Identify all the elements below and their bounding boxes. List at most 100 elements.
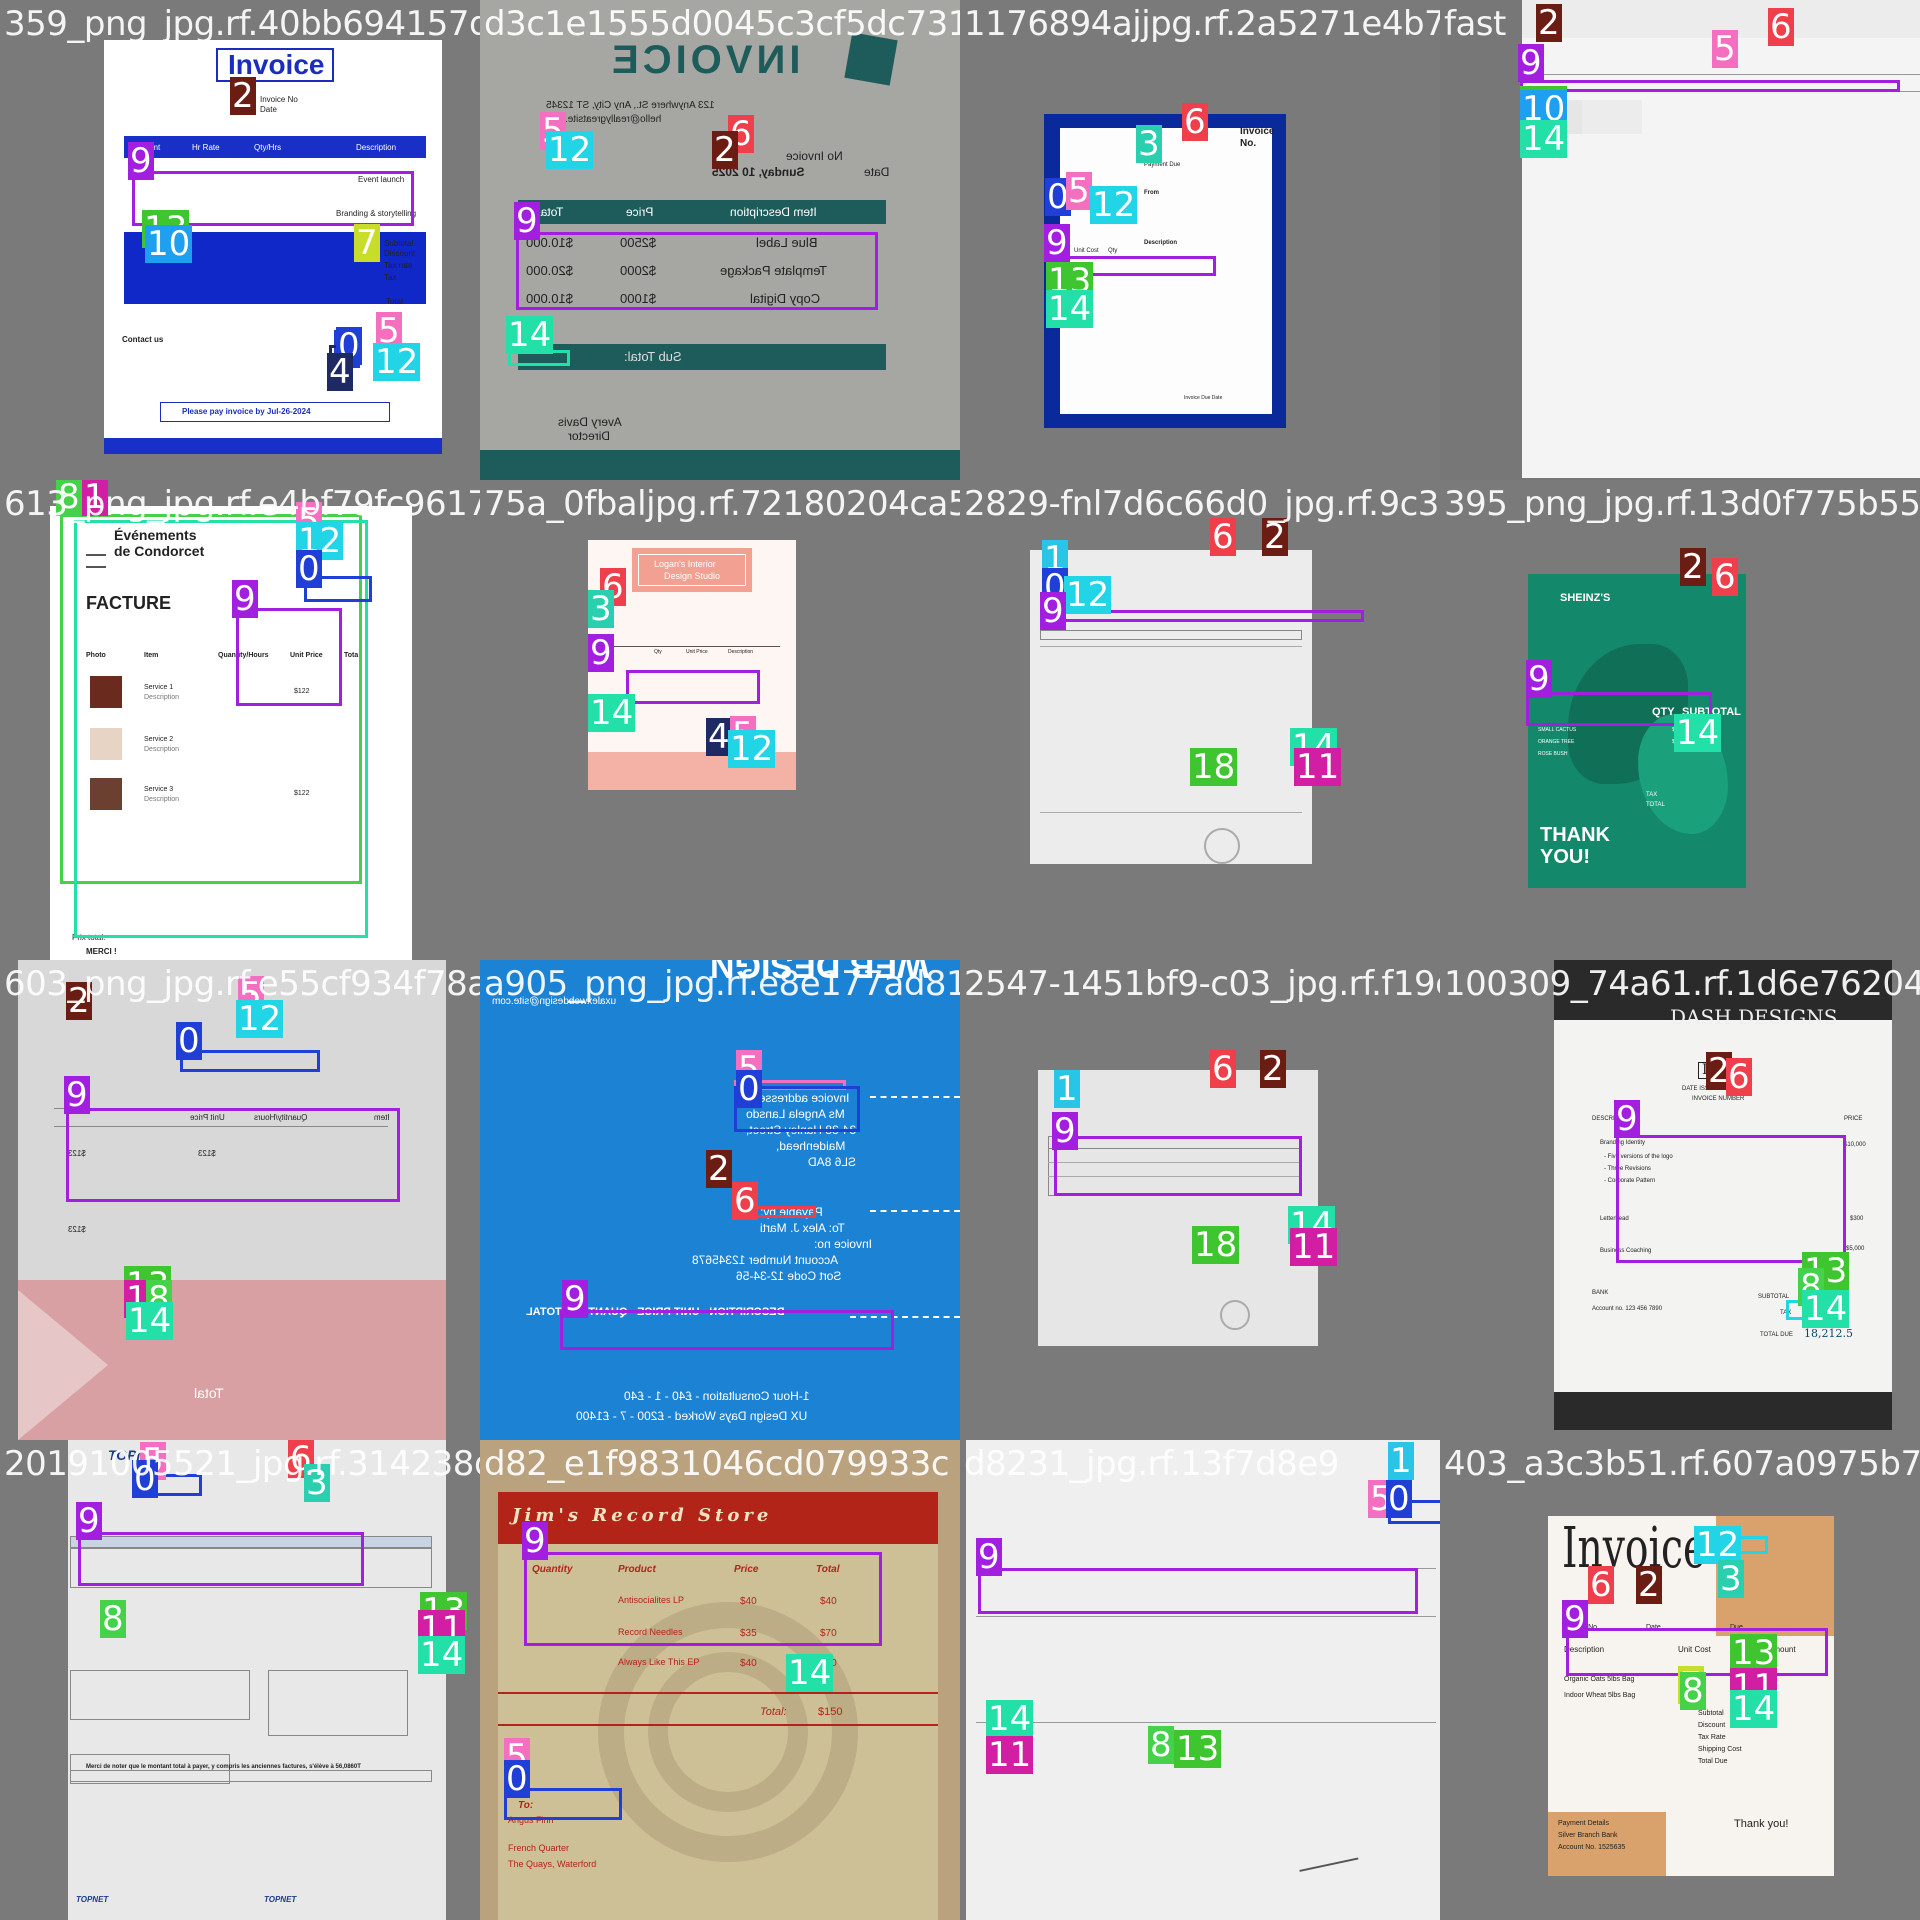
- thank-you: Thank you!: [1734, 1818, 1789, 1830]
- row-1-detail-a: - Five versions of the logo: [1604, 1154, 1673, 1160]
- bounding-box-class-9: [626, 670, 760, 704]
- bounding-box-class-9: [516, 232, 878, 310]
- bounding-box-class-0: [504, 1788, 622, 1820]
- row-2-product: Record Needles: [618, 1627, 683, 1637]
- class-label-12: 12: [1090, 185, 1138, 225]
- col-description: Description: [728, 649, 754, 655]
- tax-label: TAX: [1646, 792, 1658, 798]
- class-label-14: 14: [1046, 289, 1094, 329]
- service-1-price: $122: [294, 688, 310, 695]
- row-3-price: $123: [68, 1225, 86, 1234]
- total-due-label: Total Due: [1698, 1758, 1728, 1765]
- class-label-0: 0: [296, 549, 322, 589]
- class-label-5: 5: [1712, 29, 1738, 69]
- invoice-number: Invoice no:: [814, 1237, 873, 1251]
- class-label-9: 9: [64, 1075, 90, 1115]
- invoice-title: INVOICE: [608, 38, 801, 82]
- class-label-11: 1: [82, 480, 108, 517]
- subtotal-label: Subtotal: [384, 239, 414, 248]
- account-number: Account Number 12345678: [692, 1253, 839, 1267]
- class-label-13: 18: [1192, 1225, 1240, 1265]
- col-qty: Qty/Hrs: [254, 143, 282, 152]
- bounding-box-class-9: [78, 1532, 364, 1586]
- tile-filename: 100309_74a61.rf.1d6e762041: [1444, 964, 1920, 1004]
- class-label-2: 2: [1636, 1565, 1662, 1605]
- class-label-8: 8: [100, 1599, 126, 1639]
- addressee-postcode: SL6 8AD: [808, 1155, 857, 1169]
- shipping-cost-label: Shipping Cost: [1698, 1746, 1742, 1753]
- invoice-title: Invoice: [228, 49, 325, 80]
- class-label-12: 12: [373, 342, 421, 382]
- menu-icon: [86, 554, 106, 568]
- class-label-2: 2: [1680, 547, 1706, 587]
- org-name: Événements: [114, 527, 197, 543]
- col-unit-price: Unit Price: [290, 652, 323, 659]
- class-label-3: 3: [1136, 124, 1162, 164]
- class-label-6: 6: [1210, 1049, 1236, 1089]
- row-2-price: $300: [1850, 1216, 1864, 1222]
- store-name: Jim's Record Store: [512, 1505, 773, 1526]
- class-label-14: 14: [986, 1699, 1034, 1739]
- row-2-total: $70: [820, 1628, 837, 1639]
- address: 123 Anywhere St., Any City, ST 12345: [546, 100, 715, 111]
- service-2-desc: Description: [144, 746, 180, 753]
- class-label-0: 0: [132, 1459, 158, 1499]
- payable-to: To: Alex J. Marti: [760, 1221, 845, 1235]
- bounding-box-class-9: [524, 1552, 882, 1646]
- row-1-price: $10,000: [1844, 1142, 1866, 1148]
- class-label-7: 7: [354, 223, 380, 263]
- row-2: Branding & storytelling: [336, 209, 417, 218]
- row-3-price: $5,000: [1846, 1246, 1865, 1252]
- class-label-2: 2: [706, 1149, 732, 1189]
- class-label-4: 4: [327, 352, 353, 392]
- class-label-9: 9: [1562, 1599, 1588, 1639]
- receipt-document: Jim's Record Store Quantity Product Pric…: [498, 1492, 938, 1920]
- bounding-box-class-9: [66, 1108, 400, 1202]
- customer-name: Angus Finn: [508, 1815, 554, 1825]
- class-label-2: 2: [712, 130, 738, 170]
- class-label-14: 14: [1802, 1289, 1850, 1329]
- row-2: ORANGE TREE: [1538, 739, 1575, 745]
- customer-address-2: The Quays, Waterford: [508, 1859, 597, 1869]
- invoice-document: WEB DESIGN uxalexwebdesign@site.com Invo…: [480, 960, 960, 1440]
- bounding-box-class-9: [1526, 692, 1712, 726]
- class-label-9: 9: [976, 1537, 1002, 1577]
- col-rate: Hr Rate: [192, 143, 220, 152]
- subtotal-label: SUBTOTAL: [1758, 1294, 1790, 1300]
- row-3: Indoor Wheat 5lbs Bag: [1564, 1692, 1636, 1699]
- bounding-box-class-14: [74, 520, 368, 938]
- class-label-8: 8: [1680, 1671, 1706, 1711]
- invoice-number-label: Invoice No: [260, 95, 298, 104]
- tile-6: 2829-fnl7d6c66d0_jpg.rf.9c3c395a960bcf62…: [960, 480, 1440, 960]
- bounding-box-class-9: [978, 1568, 1418, 1614]
- to-label: To:: [518, 1800, 534, 1811]
- pay-by-note: Please pay invoice by Jul-26-2024: [182, 407, 311, 416]
- tile-5: Logan's Interior Design Studio Descripti…: [480, 480, 960, 960]
- class-label-9: 9: [76, 1501, 102, 1541]
- class-label-9: 9: [588, 633, 614, 673]
- row-3: Business Coaching: [1600, 1248, 1652, 1254]
- invoice-number-label: No Invoice: [786, 149, 843, 163]
- class-label-0: 0: [176, 1021, 202, 1061]
- tile-9: WEB DESIGN uxalexwebdesign@site.com Invo…: [480, 960, 960, 1440]
- invoice-number-label: No.: [1240, 138, 1257, 149]
- class-label-11: 11: [1294, 747, 1342, 787]
- total-label: Total: [194, 1385, 224, 1401]
- addressee-city: Maidenhead,: [776, 1139, 846, 1153]
- tax-rate-label: Tax rate: [384, 261, 413, 270]
- row-1: Event launch: [358, 175, 405, 184]
- class-label-2: 2: [230, 76, 256, 116]
- closing-note: Merci de noter que le montant total à pa…: [86, 1764, 361, 1770]
- col-total: Total: [816, 1564, 840, 1575]
- class-label-14: 14: [588, 693, 636, 733]
- class-label-0: 0: [1386, 1479, 1412, 1519]
- col-price: Price: [734, 1564, 759, 1575]
- tile-filename: fast: [1444, 4, 1506, 44]
- invoice-document: Événements de Condorcet FACTURE Photo It…: [50, 506, 412, 960]
- col-total: Total: [538, 205, 564, 219]
- col-item: Item: [144, 652, 159, 659]
- bounding-box-class-9: [236, 608, 342, 706]
- col-qty: Qty: [1108, 248, 1118, 254]
- row-1-product: Antisocialites LP: [618, 1595, 685, 1605]
- service-3-price: $122: [294, 790, 310, 797]
